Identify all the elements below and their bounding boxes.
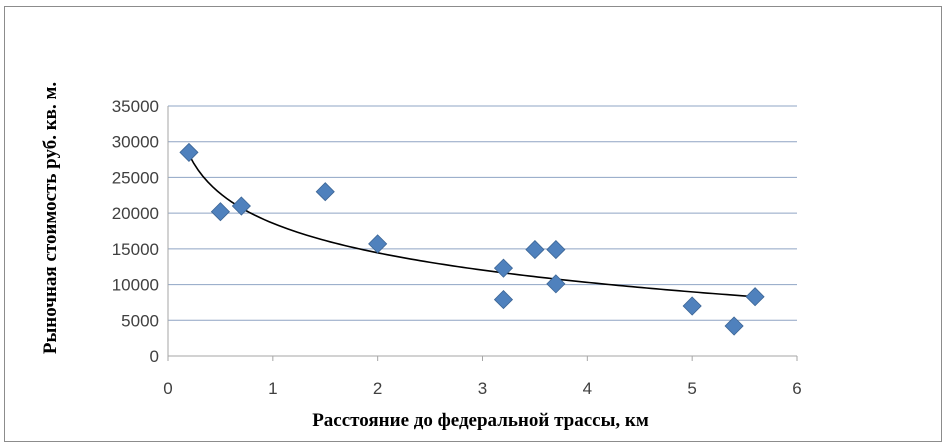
- data-point: [179, 142, 199, 162]
- data-point: [546, 240, 566, 260]
- data-points: [179, 142, 765, 336]
- data-point: [682, 296, 702, 316]
- x-tick-label: 0: [163, 379, 172, 398]
- data-point: [525, 240, 545, 260]
- y-tick-label: 25000: [112, 168, 159, 187]
- gridlines: [168, 105, 797, 321]
- x-tick-label: 3: [478, 379, 487, 398]
- y-tick-label: 15000: [112, 240, 159, 259]
- y-tick-label: 35000: [112, 97, 159, 116]
- y-tick-labels: 0 5000 10000 15000 20000 25000 30000 35000: [112, 97, 159, 366]
- x-tick-labels: 0 1 2 3 4 5 6: [163, 379, 801, 398]
- y-tick-label: 5000: [121, 311, 159, 330]
- x-tick-label: 2: [373, 379, 382, 398]
- y-tick-label: 20000: [112, 204, 159, 223]
- data-point: [493, 290, 514, 310]
- data-point: [745, 287, 765, 307]
- y-tick-label: 0: [150, 347, 159, 366]
- data-point: [315, 182, 335, 202]
- x-axis-title: Расстояние до федеральной трассы, км: [312, 410, 649, 431]
- data-point: [546, 274, 566, 294]
- x-tick-label: 5: [687, 379, 696, 398]
- data-point: [210, 202, 230, 222]
- x-tick-label: 1: [268, 379, 277, 398]
- trendline: [188, 154, 756, 298]
- y-tick-label: 10000: [112, 276, 159, 295]
- data-point: [231, 196, 251, 216]
- x-tick-label: 4: [583, 379, 592, 398]
- data-point: [493, 258, 514, 278]
- y-tick-label: 30000: [112, 133, 159, 152]
- chart-frame: [4, 6, 942, 442]
- trendline-layer: [188, 154, 756, 298]
- data-point: [724, 316, 744, 336]
- axes: [167, 106, 798, 361]
- x-tick-label: 6: [792, 379, 801, 398]
- data-point: [368, 234, 388, 254]
- y-axis-title: Рыночная стоимость руб. кв. м.: [40, 82, 61, 354]
